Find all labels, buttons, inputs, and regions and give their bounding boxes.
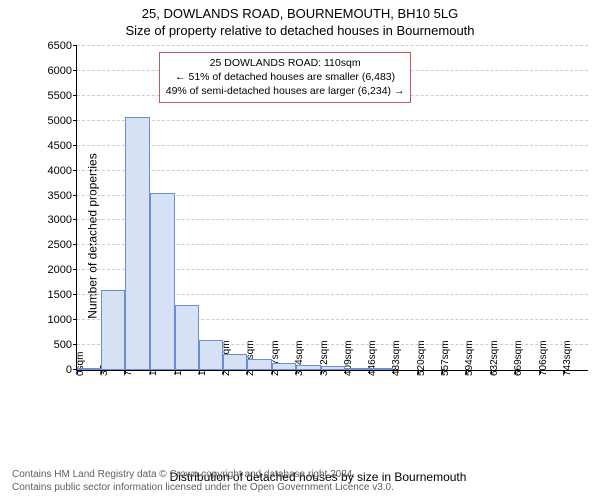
histogram-bar: [321, 366, 345, 370]
y-tick-label: 6500: [48, 40, 77, 52]
y-tick-label: 3000: [48, 214, 77, 226]
y-tick-label: 6000: [48, 65, 77, 77]
histogram-bar: [247, 359, 271, 370]
y-tick-label: 5500: [48, 90, 77, 102]
histogram-bar: [223, 354, 247, 370]
y-tick-label: 1000: [48, 314, 77, 326]
plot-area: 25 DOWLANDS ROAD: 110sqm ← 51% of detach…: [76, 46, 588, 371]
histogram-bar: [272, 363, 296, 370]
histogram-bar: [101, 290, 125, 370]
y-tick-label: 4500: [48, 140, 77, 152]
footer-line-1: Contains HM Land Registry data © Crown c…: [12, 468, 588, 481]
y-tick-label: 1500: [48, 289, 77, 301]
histogram-bar: [345, 368, 369, 370]
chart-title-address: 25, DOWLANDS ROAD, BOURNEMOUTH, BH10 5LG: [0, 6, 600, 21]
y-tick-label: 5000: [48, 115, 77, 127]
histogram-bar: [199, 340, 223, 370]
chart-title-subtitle: Size of property relative to detached ho…: [0, 23, 600, 38]
histogram-bar: [175, 305, 199, 370]
histogram-bar: [77, 368, 101, 370]
annotation-line-2: ← 51% of detached houses are smaller (6,…: [166, 70, 405, 84]
y-tick-label: 500: [54, 339, 77, 351]
annotation-line-1: 25 DOWLANDS ROAD: 110sqm: [166, 56, 405, 70]
chart-container: Number of detached properties 25 DOWLAND…: [48, 46, 588, 426]
annotation-line-3: 49% of semi-detached houses are larger (…: [166, 84, 405, 98]
histogram-bar: [150, 193, 175, 370]
histogram-bar: [369, 368, 393, 370]
y-tick-label: 2500: [48, 239, 77, 251]
footer-attribution: Contains HM Land Registry data © Crown c…: [12, 468, 588, 494]
y-tick-label: 3500: [48, 190, 77, 202]
y-tick-label: 4000: [48, 165, 77, 177]
annotation-box: 25 DOWLANDS ROAD: 110sqm ← 51% of detach…: [159, 52, 412, 103]
histogram-bar: [296, 365, 321, 370]
histogram-bar: [125, 117, 149, 370]
footer-line-2: Contains public sector information licen…: [12, 481, 588, 494]
y-tick-label: 2000: [48, 264, 77, 276]
